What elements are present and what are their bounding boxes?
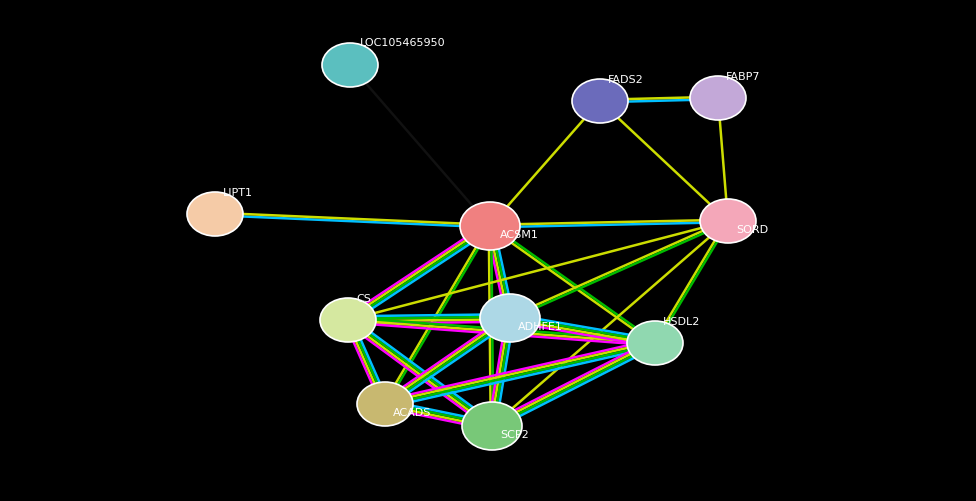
Text: ADHFE1: ADHFE1 [518,322,563,332]
Text: CS: CS [356,294,371,304]
Ellipse shape [627,321,683,365]
Text: ACSM1: ACSM1 [500,230,539,240]
Text: SCP2: SCP2 [500,430,529,440]
Ellipse shape [322,43,378,87]
Text: FADS2: FADS2 [608,75,644,85]
Text: HSDL2: HSDL2 [663,317,701,327]
Text: LIPT1: LIPT1 [223,188,253,198]
Text: FABP7: FABP7 [726,72,760,82]
Ellipse shape [187,192,243,236]
Ellipse shape [320,298,376,342]
Ellipse shape [462,402,522,450]
Text: SORD: SORD [736,225,768,235]
Ellipse shape [480,294,540,342]
Ellipse shape [690,76,746,120]
Ellipse shape [460,202,520,250]
Text: ACADS: ACADS [393,408,431,418]
Ellipse shape [572,79,628,123]
Ellipse shape [700,199,756,243]
Ellipse shape [357,382,413,426]
Text: LOC105465950: LOC105465950 [360,38,446,48]
